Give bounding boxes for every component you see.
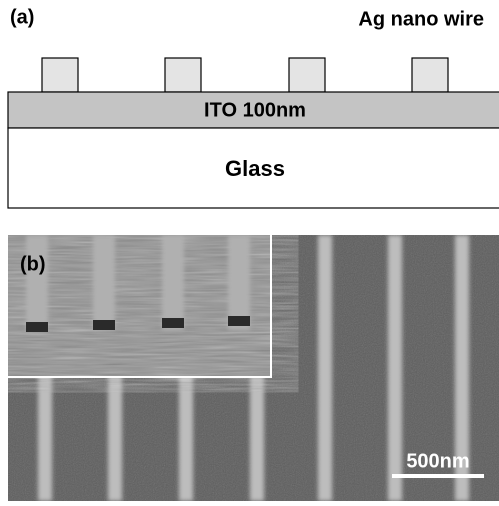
panel-a: (a) Ag nano wire ITO 100nm Glass: [8, 6, 499, 208]
scale-bar-label: 500nm: [406, 450, 469, 472]
wire-label: Ag nano wire: [358, 8, 484, 30]
glass-label: Glass: [225, 156, 285, 181]
figure: (a) Ag nano wire ITO 100nm Glass: [0, 0, 499, 501]
panel-label: (b): [20, 253, 46, 275]
inset: [8, 235, 272, 378]
wire: [412, 58, 448, 92]
wire: [289, 58, 325, 92]
panel-label: (a): [10, 6, 34, 28]
wire: [42, 58, 78, 92]
scale-bar: [392, 474, 484, 478]
ito-label: ITO 100nm: [204, 99, 306, 121]
wire: [165, 58, 201, 92]
